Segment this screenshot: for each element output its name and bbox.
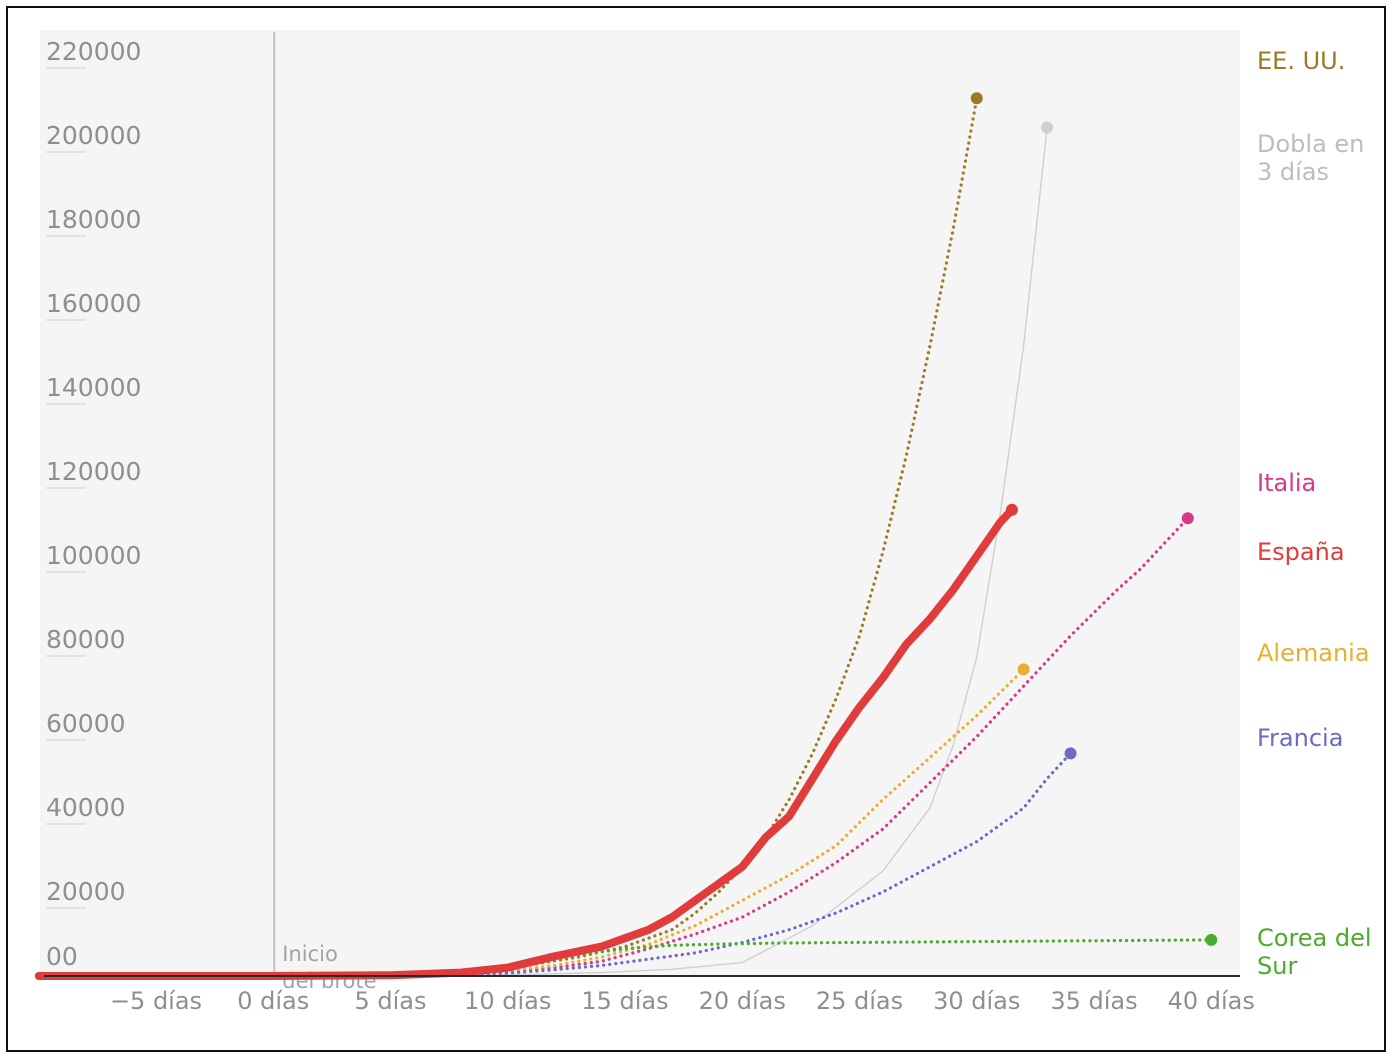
- legend-label-line: España: [1257, 538, 1345, 566]
- series-italia: [388, 512, 1194, 978]
- x-axis: −5 días 0 días 5 días 10 días 15 días 20 días…: [110, 987, 1255, 1015]
- legend-label-line: 3 días: [1257, 158, 1329, 186]
- y-tick-label: 160000: [46, 289, 141, 318]
- x-tick-label: 15 días: [581, 987, 668, 1015]
- legend-label-line: EE. UU.: [1257, 47, 1345, 75]
- series-corea-del-sur: [388, 933, 1218, 978]
- legend-label: Alemania: [1257, 639, 1370, 667]
- series-dobla-en-3-dias: [389, 121, 1054, 977]
- y-tick-label: 100000: [46, 541, 141, 570]
- series-espana: [34, 503, 1018, 980]
- legend-label: España: [1257, 538, 1345, 566]
- series-line-dobla-en-3-dias: [389, 126, 1048, 977]
- y-tick-label: 120000: [46, 457, 141, 486]
- legend-label: Dobla en 3 días: [1257, 130, 1364, 186]
- legend-label: Corea del Sur: [1257, 924, 1372, 980]
- legend-label: Italia: [1257, 469, 1316, 497]
- x-tick-label: 0 días: [237, 987, 309, 1015]
- plot-area-background: [40, 30, 1240, 976]
- series-endpoint-italia: [1181, 512, 1194, 525]
- y-tick-label: 200000: [46, 121, 141, 150]
- series: [34, 92, 1218, 980]
- x-tick-label: 20 días: [699, 987, 786, 1015]
- legend-label-line: Italia: [1257, 469, 1316, 497]
- y-tick-label: 60000: [46, 709, 126, 738]
- x-tick-label: −5 días: [110, 987, 202, 1015]
- series-endpoint-ee-uu: [970, 92, 983, 105]
- y-tick-label: 20000: [46, 877, 126, 906]
- axes: 220000 200000 180000 160000 140000 120000 1000…: [46, 37, 1255, 1015]
- y-tick-label: 00: [46, 942, 78, 971]
- series-endpoint-francia: [1064, 747, 1077, 760]
- series-alemania: [388, 663, 1030, 978]
- x-tick-label: 40 días: [1168, 987, 1255, 1015]
- legend: EE. UU. Dobla en 3 días Italia España Alemani…: [1257, 47, 1372, 980]
- legend-label-line: Sur: [1257, 952, 1297, 980]
- x-tick-label: 10 días: [464, 987, 551, 1015]
- legend-label: Francia: [1257, 724, 1343, 752]
- y-tick-label: 40000: [46, 793, 126, 822]
- series-endpoint-espana: [1005, 503, 1018, 516]
- x-tick-label: 5 días: [354, 987, 426, 1015]
- legend-label-line: Alemania: [1257, 639, 1370, 667]
- y-tick-label: 220000: [46, 37, 141, 66]
- series-line-ee-uu: [388, 96, 979, 978]
- series-endpoint-dobla-en-3-dias: [1041, 121, 1054, 134]
- x-tick-label: 35 días: [1050, 987, 1137, 1015]
- legend-label-line: Francia: [1257, 724, 1343, 752]
- y-tick-label: 180000: [46, 205, 141, 234]
- series-endpoint-corea-del-sur: [1205, 933, 1218, 946]
- series-line-alemania: [388, 667, 1026, 978]
- series-ee-uu: [388, 92, 983, 978]
- series-line-espana: [34, 505, 1016, 980]
- y-tick-label: 140000: [46, 373, 141, 402]
- legend-label: EE. UU.: [1257, 47, 1345, 75]
- y-tick-label: 80000: [46, 625, 126, 654]
- x-tick-label: 25 días: [816, 987, 903, 1015]
- series-line-francia: [388, 751, 1073, 978]
- outbreak-label-line-1: Inicio: [282, 942, 338, 966]
- series-endpoint-alemania: [1017, 663, 1030, 676]
- legend-label-line: Corea del: [1257, 924, 1372, 952]
- series-line-italia: [388, 516, 1190, 978]
- legend-label-line: Dobla en: [1257, 130, 1364, 158]
- x-tick-label: 30 días: [933, 987, 1020, 1015]
- y-axis: 220000 200000 180000 160000 140000 120000 1000…: [46, 37, 141, 971]
- series-francia: [388, 747, 1077, 978]
